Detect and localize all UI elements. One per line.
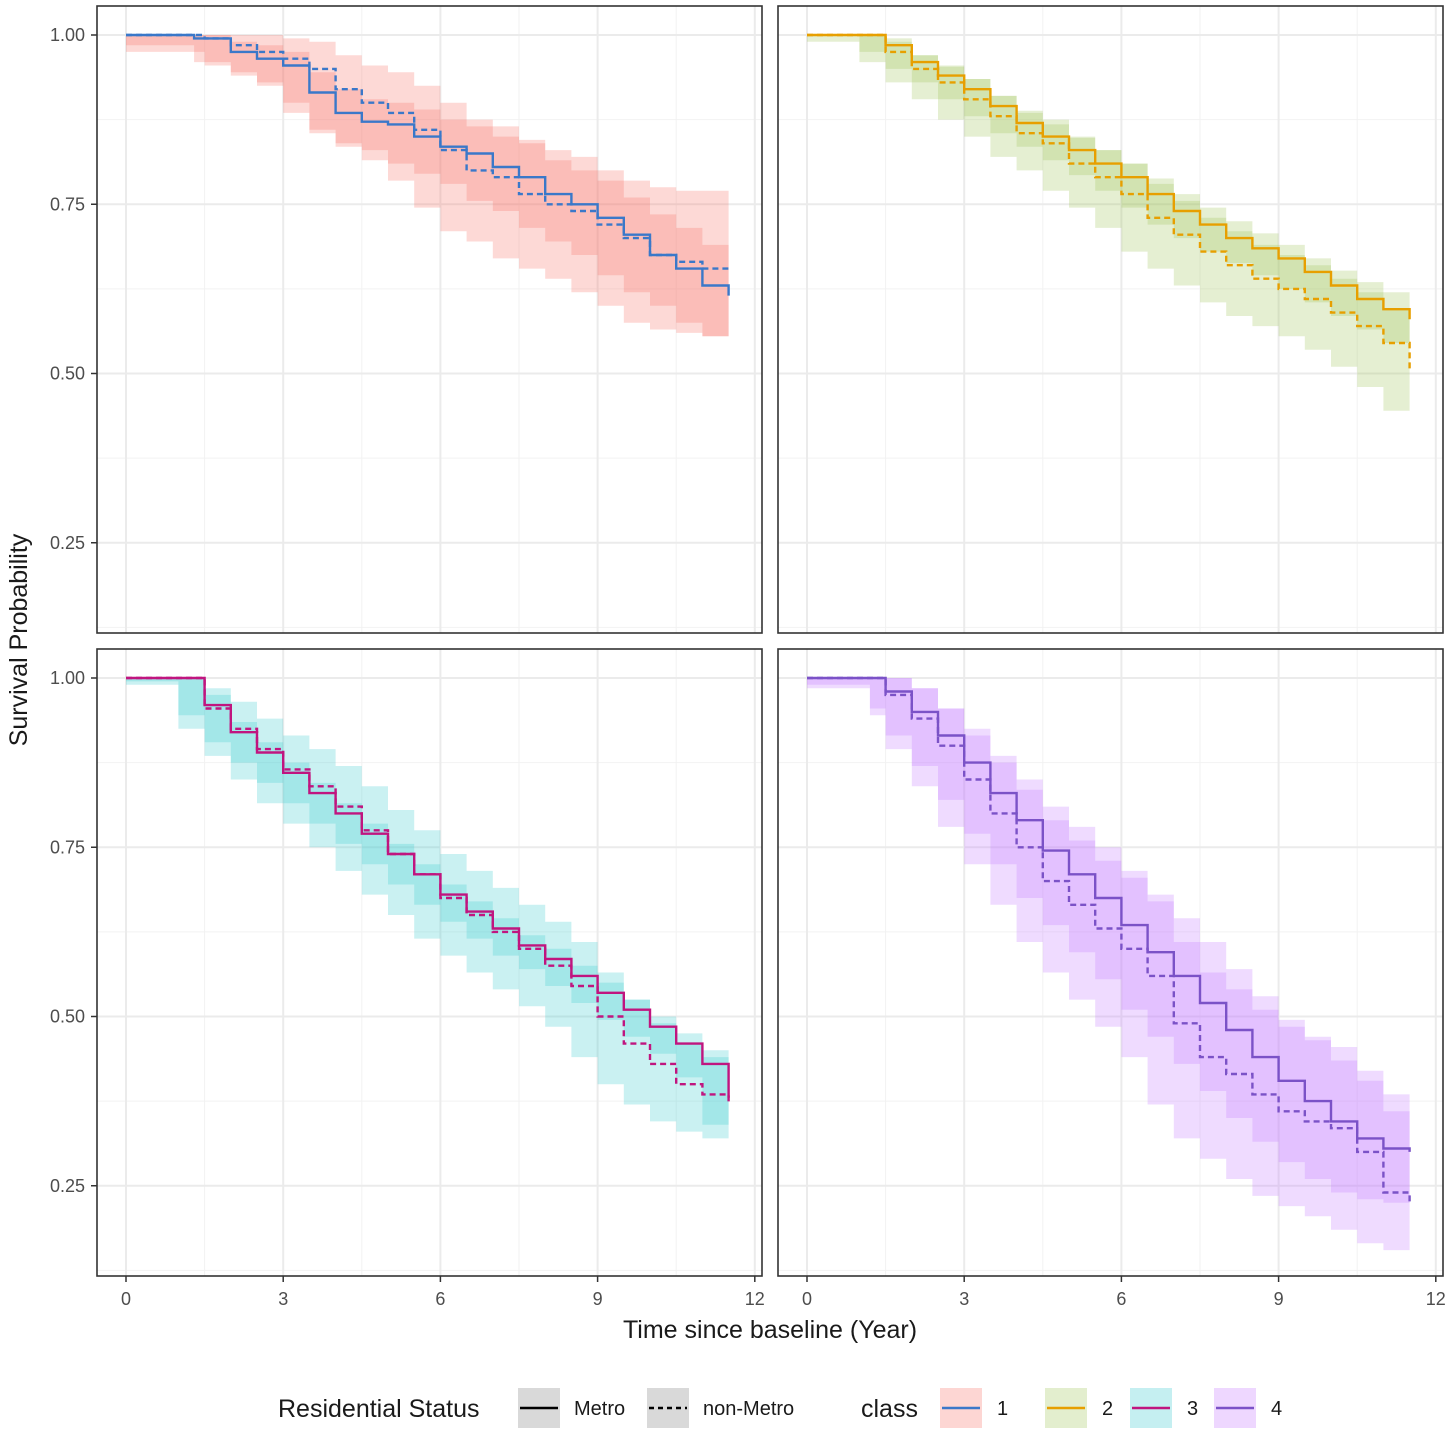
x-tick-label: 12 <box>1426 1289 1446 1309</box>
legend-class-4-label: 4 <box>1271 1398 1282 1420</box>
confidence-band-class-2-metro <box>807 35 1410 343</box>
confidence-band-class-3-non-metro <box>126 678 729 1139</box>
panel-border <box>777 648 1444 1277</box>
legend-entry-class-3: 3 <box>1130 1388 1198 1428</box>
legend-class-1-label: 1 <box>997 1398 1008 1420</box>
confidence-band-class-4-non-metro <box>807 678 1410 1251</box>
x-tick-label: 9 <box>593 1289 603 1309</box>
legend-key-non-metro <box>647 1388 689 1428</box>
panel-plot-area <box>807 33 1411 411</box>
panel-class-3 <box>96 648 763 1277</box>
x-tick-label: 0 <box>802 1289 812 1309</box>
panel-background <box>97 649 762 1276</box>
legend-key-metro <box>518 1388 560 1428</box>
panel-plot-area <box>807 676 1411 1251</box>
panel-class-2 <box>777 5 1444 634</box>
legend-entry-class-2: 2 <box>1045 1388 1113 1428</box>
y-tick-label: 0.25 <box>50 1176 85 1196</box>
survival-curve-class-4-metro <box>807 676 1411 1152</box>
panel-background <box>778 649 1443 1276</box>
legend-class-3-label: 3 <box>1187 1398 1198 1420</box>
panel-plot-area <box>126 33 730 337</box>
panel-class-4 <box>777 648 1444 1277</box>
y-tick-label: 1.00 <box>50 25 85 45</box>
confidence-band-class-1-non-metro <box>126 35 729 337</box>
confidence-band-class-4-metro <box>807 678 1410 1203</box>
survival-curve-class-4-non-metro <box>807 676 1411 1203</box>
legend-class-2-label: 2 <box>1102 1398 1113 1420</box>
legend-class-entries: 1 2 3 4 <box>940 1388 1282 1428</box>
legend-title-class: class <box>861 1395 918 1423</box>
y-axis-title: Survival Probability <box>5 533 33 746</box>
y-tick-label: 0.75 <box>50 194 85 214</box>
survival-curve-class-3-non-metro <box>126 676 730 1105</box>
panel-border <box>96 5 763 634</box>
legend-entry-class-1: 1 <box>940 1388 1008 1428</box>
panel-plot-area <box>126 676 730 1139</box>
confidence-band-class-1-metro <box>126 35 729 337</box>
confidence-band-class-2-non-metro <box>807 35 1410 411</box>
y-tick-label: 0.25 <box>50 533 85 553</box>
facet-panels <box>96 5 1444 1277</box>
y-tick-label: 0.50 <box>50 1007 85 1027</box>
y-tick-label: 0.75 <box>50 837 85 857</box>
x-tick-label: 3 <box>278 1289 288 1309</box>
x-axes: 0 3 6 9 12 0 3 6 9 12 <box>121 1276 1446 1309</box>
confidence-band-class-3-metro <box>126 678 729 1125</box>
panel-class-1 <box>96 5 763 634</box>
panel-border <box>777 5 1444 634</box>
survival-curve-class-3-metro <box>126 676 730 1098</box>
survival-curve-class-2-non-metro <box>807 33 1411 371</box>
x-tick-label: 9 <box>1274 1289 1284 1309</box>
x-tick-label: 6 <box>1116 1289 1126 1309</box>
legend-label-non-metro: non-Metro <box>703 1398 794 1420</box>
legend-label-metro: Metro <box>574 1398 625 1420</box>
x-tick-label: 12 <box>745 1289 765 1309</box>
x-tick-label: 0 <box>121 1289 131 1309</box>
y-axes: 0.25 0.50 0.75 1.00 0.25 0.50 0.75 1.00 <box>50 25 97 1196</box>
legend-entry-class-4: 4 <box>1214 1388 1282 1428</box>
x-tick-label: 6 <box>435 1289 445 1309</box>
survival-curve-class-2-metro <box>807 33 1411 320</box>
legend-title-residential-status: Residential Status <box>278 1395 480 1423</box>
x-tick-label: 3 <box>959 1289 969 1309</box>
panel-background <box>778 6 1443 633</box>
y-tick-label: 1.00 <box>50 668 85 688</box>
x-axis-title: Time since baseline (Year) <box>623 1316 917 1344</box>
panel-background <box>97 6 762 633</box>
panel-border <box>96 648 763 1277</box>
legend: Residential Status Metro non-Metro class… <box>278 1388 1282 1428</box>
survival-curve-class-1-non-metro <box>126 33 730 272</box>
y-tick-label: 0.50 <box>50 364 85 384</box>
